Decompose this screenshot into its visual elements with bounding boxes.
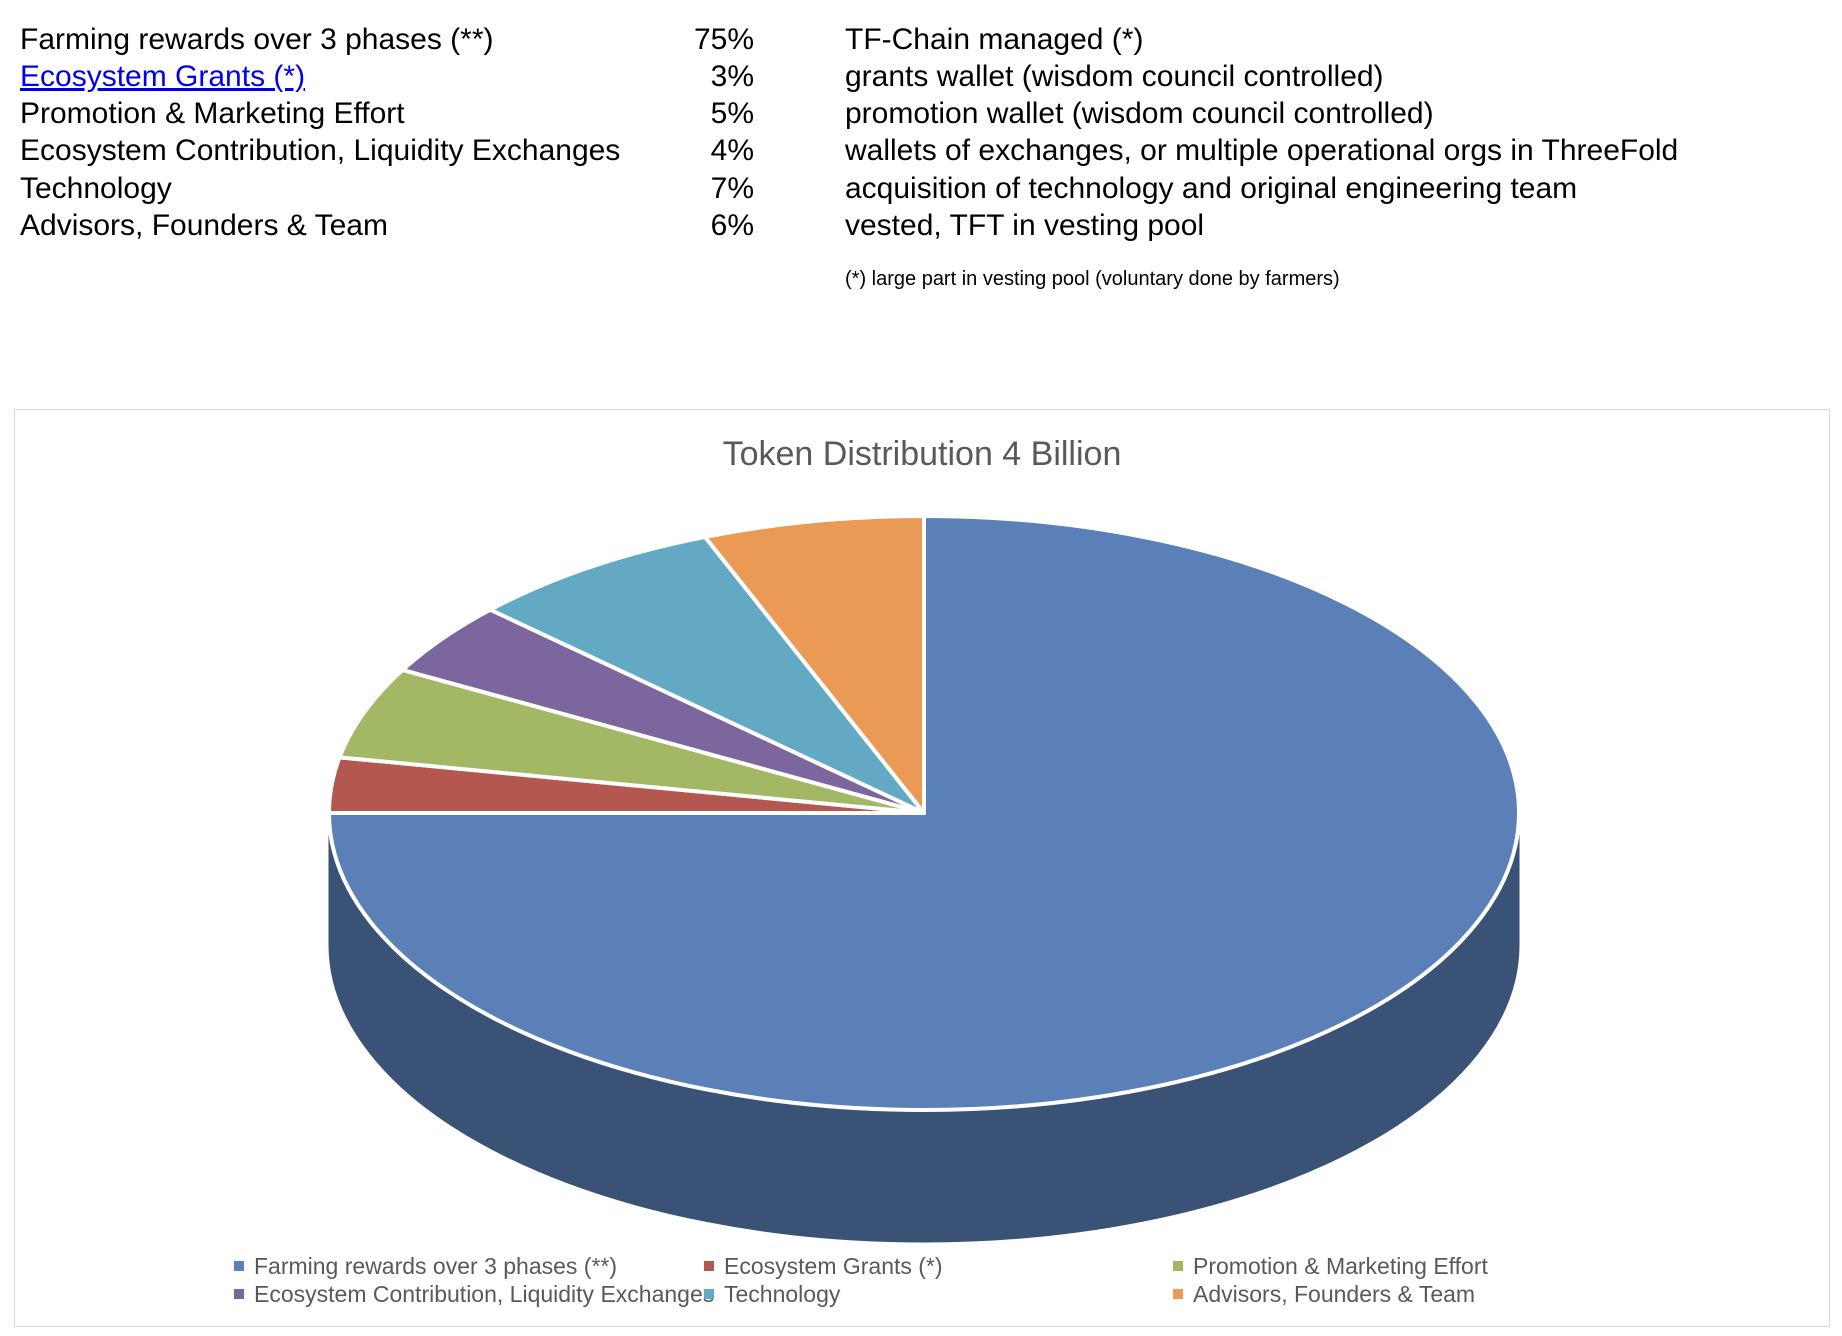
pie-chart (327, 514, 1521, 1243)
row-percent: 7% (710, 172, 754, 205)
row-note: grants wallet (wisdom council controlled… (845, 60, 1384, 93)
distribution-table: Farming rewards over 3 phases (**) 75% T… (0, 0, 1842, 320)
table-row: Farming rewards over 3 phases (**) 75% T… (0, 21, 1842, 58)
table-row: Ecosystem Contribution, Liquidity Exchan… (0, 132, 1842, 169)
legend-swatch (704, 1261, 714, 1271)
row-note: vested, TFT in vesting pool (845, 209, 1205, 242)
legend-label: Farming rewards over 3 phases (**) (254, 1253, 618, 1279)
table-footnote: (*) large part in vesting pool (voluntar… (845, 268, 1340, 290)
pie-slice-advisors (702, 514, 926, 815)
row-name: Technology (20, 172, 172, 205)
row-percent: 75% (693, 23, 754, 56)
pie-slice-technology (488, 534, 926, 815)
row-name: Ecosystem Contribution, Liquidity Exchan… (20, 134, 621, 167)
table-row: Technology 7% acquisition of technology … (0, 170, 1842, 207)
row-name: Farming rewards over 3 phases (**) (20, 23, 494, 56)
table-row: Promotion & Marketing Effort 5% promotio… (0, 95, 1842, 132)
row-name: Promotion & Marketing Effort (20, 97, 405, 130)
ecosystem-grants-link[interactable]: Ecosystem Grants (*) (20, 60, 306, 93)
chart-title: Token Distribution 4 Billion (722, 435, 1122, 473)
table-row: Ecosystem Grants (*) 3% grants wallet (w… (0, 58, 1842, 95)
row-note: TF-Chain managed (*) (845, 23, 1144, 56)
row-note: promotion wallet (wisdom council control… (845, 97, 1434, 130)
legend-label: Technology (724, 1281, 841, 1307)
legend-label: Ecosystem Contribution, Liquidity Exchan… (254, 1281, 715, 1307)
pie-slice-promotion (337, 667, 926, 815)
row-percent: 5% (710, 97, 754, 130)
legend-swatch (704, 1289, 714, 1299)
legend-label: Promotion & Marketing Effort (1193, 1253, 1488, 1279)
legend-swatch (234, 1261, 244, 1271)
table-row: Advisors, Founders & Team 6% vested, TFT… (0, 207, 1842, 244)
legend-swatch (1173, 1261, 1183, 1271)
legend-swatch (234, 1289, 244, 1299)
row-name: Advisors, Founders & Team (20, 209, 388, 242)
row-percent: 6% (710, 209, 754, 242)
chart-area: Token Distribution 4 Billion Farming rew… (14, 409, 1830, 1327)
legend-label: Ecosystem Grants (*) (724, 1253, 943, 1279)
row-note: wallets of exchanges, or multiple operat… (845, 134, 1679, 167)
legend-swatch (1173, 1289, 1183, 1299)
legend-label: Advisors, Founders & Team (1193, 1281, 1476, 1307)
row-percent: 3% (710, 60, 754, 93)
row-note: acquisition of technology and original e… (845, 172, 1578, 205)
row-percent: 4% (710, 134, 754, 167)
